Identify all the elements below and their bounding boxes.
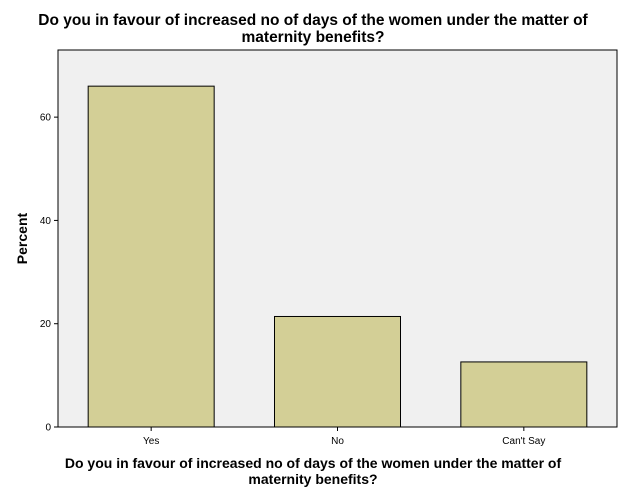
y-tick-label: 60 xyxy=(40,113,52,124)
x-axis-label: Do you in favour of increased no of days… xyxy=(64,455,562,487)
y-tick-label: 40 xyxy=(40,216,52,227)
x-axis: Yes No Can't Say xyxy=(143,427,545,447)
y-axis: 0 20 40 60 xyxy=(40,113,58,434)
y-tick-label: 20 xyxy=(40,319,52,330)
bar-can-t-say xyxy=(460,361,588,428)
bar-no xyxy=(274,315,401,428)
bars-group xyxy=(87,85,588,428)
x-tick-label: Yes xyxy=(143,436,159,447)
bar-yes xyxy=(87,85,215,428)
chart-title: Do you in favour of increased no of days… xyxy=(38,12,588,46)
y-tick-label: 0 xyxy=(45,423,51,434)
x-tick-label: No xyxy=(331,436,344,447)
x-tick-label: Can't Say xyxy=(502,436,545,447)
y-axis-label: Percent xyxy=(14,212,30,264)
